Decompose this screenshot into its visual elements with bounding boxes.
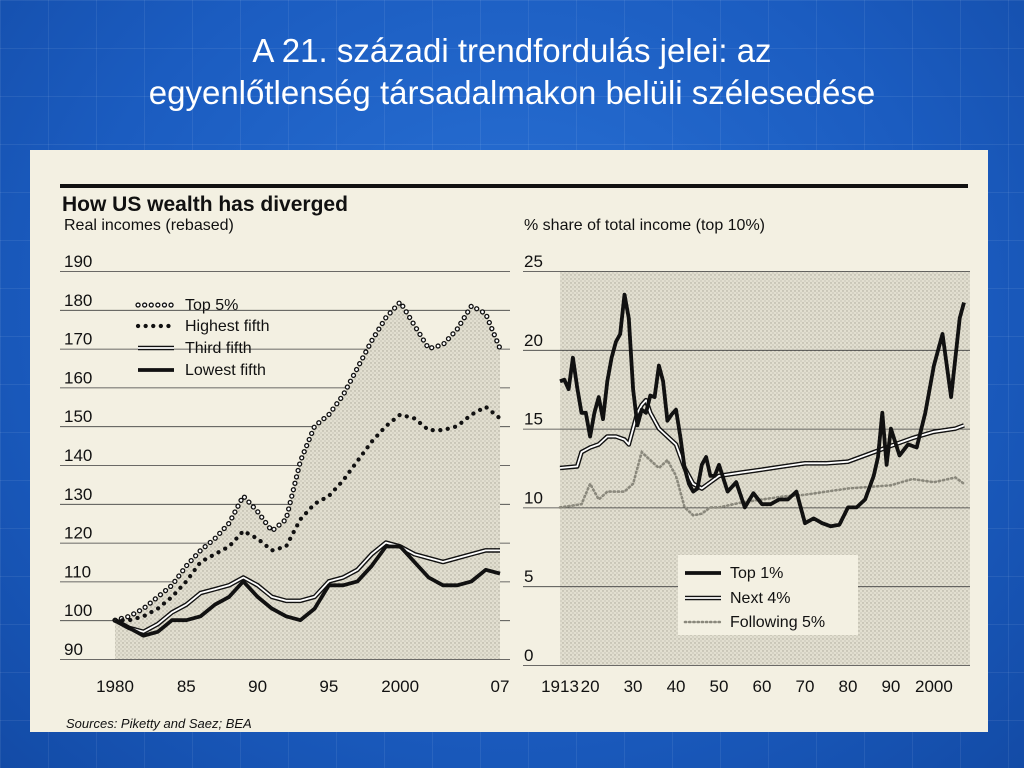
left-legend-label-1: Highest fifth (185, 318, 269, 335)
right-legend-label-2: Following 5% (730, 614, 825, 631)
left-x-tick-label-1: 85 (177, 677, 196, 696)
left-y-tick-label-5: 140 (64, 446, 92, 465)
left-x-tick-label-2: 90 (248, 677, 267, 696)
right-y-tick-label-5: 25 (524, 252, 543, 271)
right-legend-label-0: Top 1% (730, 565, 783, 582)
series-line-left-3 (114, 544, 501, 638)
right-x-tick-label-6: 70 (796, 677, 815, 696)
left-shaded-area (115, 302, 500, 659)
left-x-tick-label-3: 95 (319, 677, 338, 696)
right-x-tick-label-7: 80 (838, 677, 857, 696)
series-line-right-1-inner (559, 399, 965, 490)
left-legend-label-2: Third fifth (185, 340, 252, 357)
left-y-tick-label-4: 130 (64, 485, 92, 504)
left-y-tick-label-7: 160 (64, 368, 92, 387)
right-y-tick-label-1: 5 (524, 567, 533, 586)
right-x-tick-label-2: 30 (624, 677, 643, 696)
right-x-tick-label-9: 2000 (915, 677, 953, 696)
left-legend-label-3: Lowest fifth (185, 362, 266, 379)
chart-canvas: How US wealth has diverged Real incomes … (60, 184, 970, 731)
source-note: Sources: Piketty and Saez; BEA (66, 716, 252, 731)
series-line-left-1 (112, 404, 503, 623)
slide-title-line-2: egyenlőtlenség társadalmakon belüli szél… (148, 74, 876, 111)
series-line-right-2 (558, 449, 966, 517)
left-y-tick-label-6: 150 (64, 407, 92, 426)
left-chart-title: Real incomes (rebased) (64, 217, 234, 234)
left-legend-label-0: Top 5% (185, 297, 238, 314)
left-y-tick-label-3: 120 (64, 524, 92, 543)
slide-title: A 21. századi trendfordulás jelei: az eg… (0, 30, 1024, 114)
chart-figure: How US wealth has diverged Real incomes … (30, 150, 988, 732)
series-line-right-0 (559, 292, 966, 529)
left-x-tick-label-4: 2000 (381, 677, 419, 696)
right-x-tick-label-4: 50 (710, 677, 729, 696)
right-y-tick-label-3: 15 (524, 410, 543, 429)
right-y-tick-label-2: 10 (524, 488, 543, 507)
left-y-tick-label-2: 110 (64, 562, 91, 581)
right-x-tick-label-3: 40 (667, 677, 686, 696)
right-x-tick-label-0: 1913 (541, 677, 579, 696)
slide-title-line-1: A 21. századi trendfordulás jelei: az (252, 32, 772, 69)
right-x-tick-label-5: 60 (753, 677, 772, 696)
left-y-tick-label-9: 180 (64, 291, 92, 310)
left-x-tick-label-0: 1980 (96, 677, 134, 696)
right-chart-title: % share of total income (top 10%) (524, 217, 765, 234)
right-y-tick-label-4: 20 (524, 331, 543, 350)
right-legend-label-1: Next 4% (730, 590, 790, 607)
right-x-tick-label-8: 90 (881, 677, 900, 696)
series-line-left-0-inner (113, 299, 502, 622)
series-line-left-2-inner (114, 541, 500, 633)
left-x-tick-label-5: 07 (491, 677, 510, 696)
left-y-tick-label-1: 100 (64, 601, 92, 620)
right-x-tick-label-1: 20 (581, 677, 600, 696)
left-chart: 90 100 110 120 130 140 150 160 170 180 190 1980 85 90… (60, 252, 510, 696)
left-y-tick-label-0: 90 (64, 640, 83, 659)
right-y-tick-label-0: 0 (524, 646, 533, 665)
left-y-tick-label-10: 190 (64, 252, 92, 271)
figure-headline: How US wealth has diverged (62, 193, 348, 216)
left-y-tick-label-8: 170 (64, 330, 92, 349)
